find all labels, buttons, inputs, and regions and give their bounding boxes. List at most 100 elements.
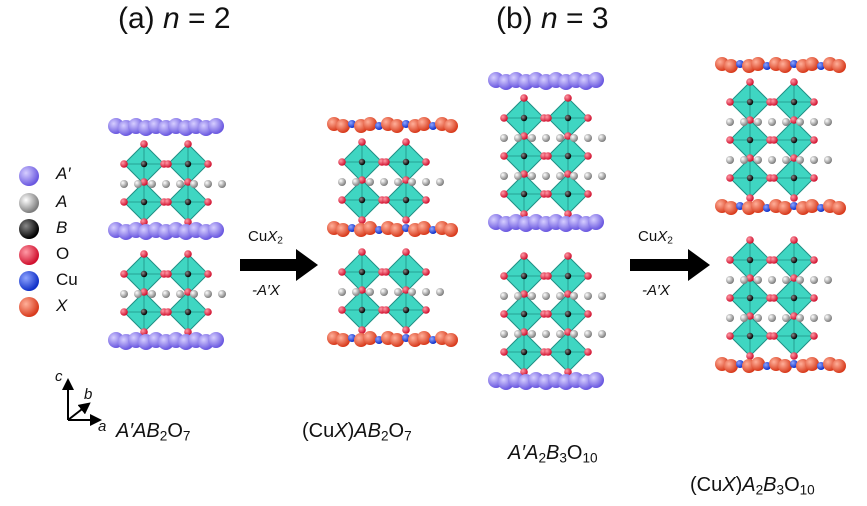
B-atom xyxy=(402,268,410,276)
O-atom xyxy=(564,368,572,376)
B-atom xyxy=(140,198,148,206)
O-atom xyxy=(770,174,778,182)
X-atom xyxy=(724,201,738,215)
O-atom xyxy=(564,170,572,178)
A-atom xyxy=(570,134,578,142)
A-atom xyxy=(754,276,762,284)
O-atom xyxy=(140,178,148,186)
A-atom xyxy=(824,314,832,322)
O-atom xyxy=(726,332,734,340)
A-atom xyxy=(556,172,564,180)
B-atom xyxy=(746,136,754,144)
formula-part: ) xyxy=(347,420,355,442)
A-atom xyxy=(204,180,212,188)
A-atom xyxy=(190,180,198,188)
A-atom xyxy=(190,290,198,298)
A-prime-atom xyxy=(588,214,604,230)
O-atom xyxy=(500,272,508,280)
formula-part: 2 xyxy=(755,482,764,498)
X-atom xyxy=(417,117,431,131)
A-atom xyxy=(500,292,508,300)
A-atom xyxy=(338,288,346,296)
O-atom xyxy=(726,294,734,302)
A-atom xyxy=(176,180,184,188)
X-atom xyxy=(444,333,458,347)
A-atom xyxy=(570,172,578,180)
A-atom xyxy=(500,134,508,142)
O-atom xyxy=(204,198,212,206)
O-atom xyxy=(500,190,508,198)
A-atom xyxy=(598,172,606,180)
arrow-2-bottom-label: -A′X xyxy=(642,282,670,299)
A-atom xyxy=(542,172,550,180)
X-atom xyxy=(390,119,404,133)
A-atom xyxy=(148,180,156,188)
B-atom xyxy=(746,174,754,182)
A-atom xyxy=(380,178,388,186)
formula-b-parent: A′A2B3O10 xyxy=(508,442,598,465)
O-atom xyxy=(770,332,778,340)
A-atom xyxy=(556,330,564,338)
A-atom xyxy=(120,290,128,298)
A-atom xyxy=(394,178,402,186)
A-atom xyxy=(740,314,748,322)
O-atom xyxy=(790,312,798,320)
axis-triad-icon xyxy=(62,378,102,426)
A-atom xyxy=(754,314,762,322)
parent-structure xyxy=(488,72,606,390)
A-atom xyxy=(528,172,536,180)
O-atom xyxy=(520,328,528,336)
A-atom xyxy=(782,118,790,126)
A-atom xyxy=(366,178,374,186)
panel-a-title: (a) n = 2 xyxy=(118,2,231,36)
A-atom xyxy=(768,276,776,284)
O-atom xyxy=(140,140,148,148)
A-atom xyxy=(436,178,444,186)
O-atom xyxy=(338,158,346,166)
X-atom xyxy=(805,357,819,371)
X-atom xyxy=(751,357,765,371)
parent-structure xyxy=(108,118,226,350)
formula-part: 3 xyxy=(559,450,567,466)
A-atom xyxy=(500,330,508,338)
O-atom xyxy=(726,174,734,182)
O-atom xyxy=(746,194,754,202)
O-atom xyxy=(520,368,528,376)
A-atom xyxy=(422,178,430,186)
B-atom xyxy=(402,306,410,314)
O-atom xyxy=(382,196,390,204)
X-atom xyxy=(751,57,765,71)
O-atom xyxy=(164,270,172,278)
A-atom xyxy=(218,290,226,298)
A-atom xyxy=(162,180,170,188)
O-atom xyxy=(402,286,410,294)
B-atom xyxy=(746,256,754,264)
panel-b-title: (b) n = 3 xyxy=(496,2,609,36)
A-atom xyxy=(514,292,522,300)
legend-label-O: O xyxy=(56,244,70,263)
O-atom xyxy=(746,352,754,360)
O-atom xyxy=(140,218,148,226)
O-atom xyxy=(500,310,508,318)
A-atom xyxy=(584,134,592,142)
B-atom xyxy=(358,158,366,166)
B-atom xyxy=(184,270,192,278)
B-atom xyxy=(402,158,410,166)
legend-label-X: X xyxy=(56,296,68,315)
A-atom xyxy=(352,178,360,186)
A-atom xyxy=(810,276,818,284)
formula-part: O xyxy=(388,420,405,442)
O-atom xyxy=(564,252,572,260)
X-atom xyxy=(751,199,765,213)
A-atom xyxy=(514,330,522,338)
O-atom xyxy=(770,294,778,302)
O-atom xyxy=(184,250,192,258)
A-atom xyxy=(542,134,550,142)
O-atom xyxy=(726,136,734,144)
A-atom xyxy=(810,156,818,164)
B-atom xyxy=(790,256,798,264)
panel-b-label: (b) xyxy=(496,2,533,35)
A-atom xyxy=(148,290,156,298)
A-atom xyxy=(782,156,790,164)
A-atom xyxy=(422,288,430,296)
